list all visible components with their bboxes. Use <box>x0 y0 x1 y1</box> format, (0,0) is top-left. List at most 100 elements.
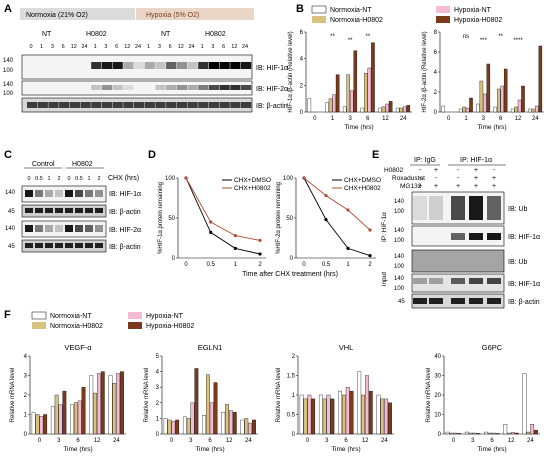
bar <box>449 432 454 435</box>
lane-time-label: 12 <box>231 44 237 50</box>
band <box>155 102 166 108</box>
x-tick-label: 6 <box>208 438 212 444</box>
bar <box>171 421 176 435</box>
bar <box>469 97 473 113</box>
group-label-hypoxia-nt: NT <box>161 31 171 38</box>
marker-c2: 45 <box>8 209 15 215</box>
y-tick-label: 10 <box>434 413 441 419</box>
blot-e-label-3: IB: Ub <box>508 259 528 266</box>
bar <box>535 105 539 113</box>
band <box>95 208 103 213</box>
bar <box>325 102 329 113</box>
smear <box>487 196 501 220</box>
bar <box>349 390 354 435</box>
y-tick-label: 6 <box>434 50 438 56</box>
y-tick-label: 1 <box>24 413 28 419</box>
marker-a-100: 100 <box>3 68 14 74</box>
series-line <box>303 177 371 257</box>
band <box>85 243 93 248</box>
legend-b-hypoxia-nt: Hypoxia-NT <box>454 7 492 14</box>
condition-sign: - <box>435 175 438 182</box>
bar <box>108 375 113 435</box>
band <box>95 190 103 197</box>
bar <box>326 394 331 435</box>
lane-time-label: 6 <box>115 44 118 50</box>
x-tick-label: 12 <box>226 438 233 444</box>
bar <box>225 404 229 435</box>
bar <box>511 432 515 435</box>
bar <box>311 398 316 435</box>
lane-time-label: 3 <box>211 44 214 50</box>
band <box>230 85 241 90</box>
significance-label: ** <box>348 38 353 44</box>
y-tick-label: 1.5 <box>287 374 296 380</box>
bar <box>307 394 312 435</box>
bar <box>93 392 97 435</box>
bar <box>322 398 327 435</box>
y-tick-label: 5 <box>156 354 160 360</box>
band <box>27 102 38 108</box>
group-label-control: Control <box>32 161 55 168</box>
band <box>187 102 198 108</box>
band <box>134 102 145 108</box>
data-point <box>368 228 372 232</box>
band <box>123 102 134 108</box>
y-tick-label: 0 <box>292 432 296 438</box>
band <box>25 243 33 248</box>
band <box>101 62 113 69</box>
legend-f-normoxia-h0802-swatch <box>32 322 46 329</box>
x-axis-label: Time (hrs) <box>477 124 506 131</box>
panel-c-letter: C <box>4 149 12 161</box>
band <box>75 208 83 213</box>
band <box>112 62 123 69</box>
band <box>429 278 443 284</box>
blot-e-label-2: IB: HIF-1α <box>508 234 540 241</box>
bar <box>497 88 501 113</box>
lane-time-label: 0.5 <box>35 176 43 182</box>
series-line <box>185 177 261 241</box>
blot-c-label-hif2a: IB: HIF-2α <box>109 227 141 234</box>
lane-time-label: 2 <box>97 176 100 182</box>
bar <box>472 432 477 435</box>
bar <box>493 106 498 113</box>
condition-sign: + <box>474 175 478 182</box>
bar <box>73 402 78 435</box>
bar <box>441 105 446 113</box>
bar <box>458 108 463 113</box>
bar <box>388 402 392 435</box>
time-labels-a: 0 1 3 6 12 24 1 3 6 12 24 1 3 6 12 24 1 3 6 12 24 <box>29 44 248 50</box>
hypoxia-header: Hypoxia (5% O2) <box>146 12 199 19</box>
blot-a-hif2a <box>21 80 253 96</box>
side-label-input: input <box>381 272 388 286</box>
significance-label: **** <box>513 38 523 44</box>
y-axis-label: %HIF-1α protein remaining <box>158 182 164 254</box>
bar <box>453 432 458 435</box>
blot-e-label-1: IB: Ub <box>508 206 528 213</box>
x-tick-label: 12 <box>515 116 522 122</box>
x-tick-label: 6 <box>490 438 494 444</box>
y-tick-label: 0 <box>24 432 28 438</box>
condition-signs: - + - + -- - - + ++ + + + + <box>418 167 496 190</box>
band <box>95 225 103 232</box>
band <box>123 85 134 90</box>
lane-time-label: 1 <box>87 176 90 182</box>
band <box>55 190 63 197</box>
panel-b: B Normoxia-NT Normoxia-H0802 Hypoxia-NT … <box>288 3 544 131</box>
bar <box>163 418 168 435</box>
group-label-h0802-c: H0802 <box>72 161 93 168</box>
y-tick-label: 1 <box>292 393 296 399</box>
band <box>241 102 252 108</box>
blot-a-bands <box>27 62 252 108</box>
band <box>469 298 483 304</box>
smear <box>429 196 443 220</box>
blot-c-label-actin1: IB: β-actin <box>109 209 141 216</box>
lane-time-label: 0.5 <box>75 176 83 182</box>
bar <box>483 93 487 113</box>
blot-c-label-hif1a: IB: HIF-1α <box>109 191 141 198</box>
data-point <box>209 230 213 234</box>
significance-label: ** <box>365 34 370 40</box>
y-tick-label: 0 <box>434 110 438 116</box>
